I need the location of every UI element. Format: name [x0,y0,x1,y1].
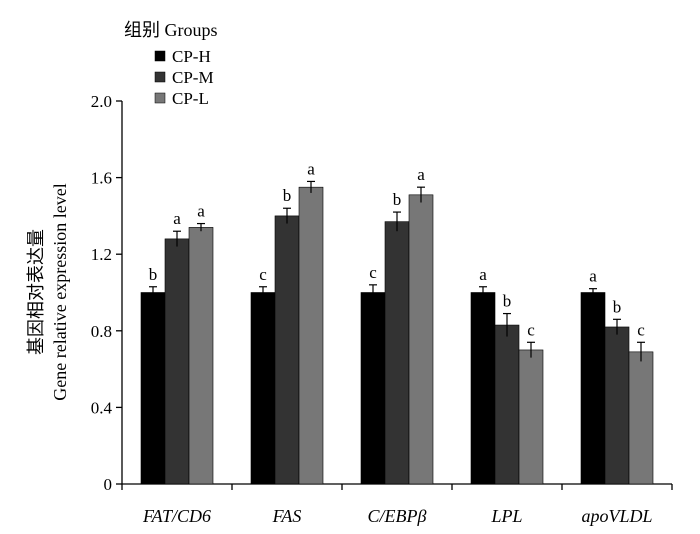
bar [518,349,544,485]
y-axis-title-cn: 基因相对表达量 [26,229,46,355]
significance-label: a [173,209,181,228]
significance-label: a [307,159,315,178]
bar [628,351,654,485]
bar [580,292,606,485]
significance-label: b [503,292,512,311]
legend-swatch [154,92,166,104]
bar [384,221,410,485]
y-tick-label: 0.4 [91,398,113,417]
axes: 0 0.4 0.8 1.2 1.6 2.0 FAT/CD6 FAS C/EBPβ LPL apoVL… [91,92,673,526]
legend-title: 组别 Groups [124,20,218,40]
y-axis-title-en: Gene relative expression level [50,183,70,400]
significance-label: b [613,297,622,316]
significance-label: a [589,267,597,286]
legend-entry-label: CP-H [172,47,211,66]
x-tick-label: FAT/CD6 [142,506,211,526]
significance-label: a [479,265,487,284]
bars [140,180,654,485]
significance-label: b [393,190,402,209]
bar [188,227,214,485]
x-tick-label: C/EBPβ [368,506,427,526]
significance-label: b [149,265,158,284]
bar [408,194,434,485]
bar [470,292,496,485]
legend-entry-label: CP-L [172,89,209,108]
y-tick-label: 0 [104,475,113,494]
bar [274,215,300,485]
y-axis-title: 基因相对表达量 Gene relative expression level [26,183,70,400]
y-tick-label: 2.0 [91,92,112,111]
significance-label: c [369,263,377,282]
significance-label: b [283,186,292,205]
bar [604,326,630,485]
y-tick-label: 0.8 [91,322,112,341]
x-tick-label: FAS [272,506,302,526]
bar [360,292,386,485]
legend-swatch [154,71,166,83]
significance-label: c [259,265,267,284]
significance-label: a [197,202,205,221]
legend: 组别 Groups CP-H CP-M CP-L [124,20,218,108]
bar [164,238,190,485]
significance-label: c [637,320,645,339]
bar [140,292,166,485]
significance-label: a [417,165,425,184]
bar [298,186,324,485]
legend-entry-label: CP-M [172,68,214,87]
x-tick-label: apoVLDL [581,506,652,526]
bar [250,292,276,485]
bar [494,324,520,485]
x-tick-label: LPL [490,506,522,526]
significance-label: c [527,320,535,339]
y-tick-label: 1.2 [91,245,112,264]
y-tick-label: 1.6 [91,169,112,188]
legend-swatch [154,50,166,62]
